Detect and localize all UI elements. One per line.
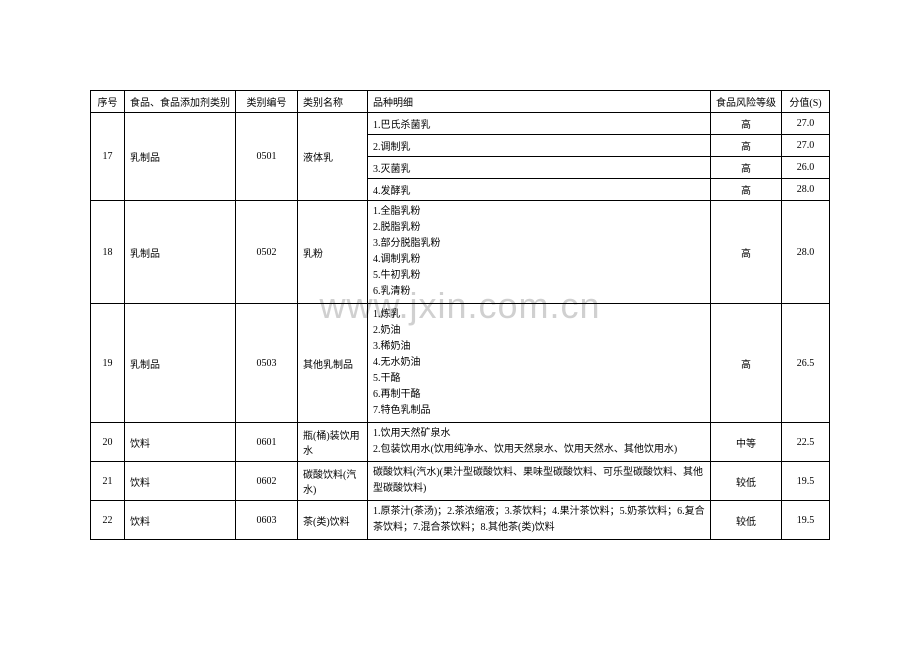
cell-detail: 2.调制乳 xyxy=(368,135,711,157)
cell-category: 乳制品 xyxy=(125,304,236,423)
cell-name: 液体乳 xyxy=(298,113,368,201)
cell-detail: 1.全脂乳粉2.脱脂乳粉3.部分脱脂乳粉4.调制乳粉5.牛初乳粉6.乳清粉 xyxy=(368,201,711,304)
cell-category: 饮料 xyxy=(125,501,236,540)
cell-code: 0501 xyxy=(236,113,298,201)
cell-risk: 高 xyxy=(711,157,782,179)
cell-detail: 1.巴氏杀菌乳 xyxy=(368,113,711,135)
cell-risk: 高 xyxy=(711,304,782,423)
cell-seq: 21 xyxy=(91,462,125,501)
cell-score: 28.0 xyxy=(782,179,830,201)
cell-detail: 4.发酵乳 xyxy=(368,179,711,201)
table-row: 17 乳制品 0501 液体乳 1.巴氏杀菌乳 高 27.0 xyxy=(91,113,830,135)
cell-code: 0601 xyxy=(236,423,298,462)
header-score: 分值(S) xyxy=(782,91,830,113)
header-category: 食品、食品添加剂类别 xyxy=(125,91,236,113)
cell-category: 饮料 xyxy=(125,423,236,462)
header-code: 类别编号 xyxy=(236,91,298,113)
cell-code: 0503 xyxy=(236,304,298,423)
cell-seq: 17 xyxy=(91,113,125,201)
cell-name: 乳粉 xyxy=(298,201,368,304)
header-row: 序号 食品、食品添加剂类别 类别编号 类别名称 品种明细 食品风险等级 分值(S… xyxy=(91,91,830,113)
cell-risk: 高 xyxy=(711,135,782,157)
cell-score: 26.0 xyxy=(782,157,830,179)
cell-category: 乳制品 xyxy=(125,201,236,304)
cell-code: 0502 xyxy=(236,201,298,304)
cell-detail: 1.饮用天然矿泉水2.包装饮用水(饮用纯净水、饮用天然泉水、饮用天然水、其他饮用… xyxy=(368,423,711,462)
table-row: 18 乳制品 0502 乳粉 1.全脂乳粉2.脱脂乳粉3.部分脱脂乳粉4.调制乳… xyxy=(91,201,830,304)
table-row: 21 饮料 0602 碳酸饮料(汽水) 碳酸饮料(汽水)(果汁型碳酸饮料、果味型… xyxy=(91,462,830,501)
cell-name: 碳酸饮料(汽水) xyxy=(298,462,368,501)
cell-name: 其他乳制品 xyxy=(298,304,368,423)
table-row: 22 饮料 0603 茶(类)饮料 1.原茶汁(茶汤)；2.茶浓缩液；3.茶饮料… xyxy=(91,501,830,540)
cell-risk: 高 xyxy=(711,179,782,201)
cell-detail: 1.炼乳2.奶油3.稀奶油4.无水奶油5.干酪6.再制干酪7.特色乳制品 xyxy=(368,304,711,423)
cell-risk: 高 xyxy=(711,201,782,304)
cell-detail: 碳酸饮料(汽水)(果汁型碳酸饮料、果味型碳酸饮料、可乐型碳酸饮料、其他型碳酸饮料… xyxy=(368,462,711,501)
header-detail: 品种明细 xyxy=(368,91,711,113)
cell-score: 19.5 xyxy=(782,501,830,540)
cell-name: 茶(类)饮料 xyxy=(298,501,368,540)
table-row: 20 饮料 0601 瓶(桶)装饮用水 1.饮用天然矿泉水2.包装饮用水(饮用纯… xyxy=(91,423,830,462)
cell-score: 19.5 xyxy=(782,462,830,501)
food-risk-table: 序号 食品、食品添加剂类别 类别编号 类别名称 品种明细 食品风险等级 分值(S… xyxy=(90,90,830,540)
cell-code: 0603 xyxy=(236,501,298,540)
cell-seq: 22 xyxy=(91,501,125,540)
cell-category: 饮料 xyxy=(125,462,236,501)
cell-code: 0602 xyxy=(236,462,298,501)
cell-score: 26.5 xyxy=(782,304,830,423)
cell-seq: 20 xyxy=(91,423,125,462)
cell-score: 22.5 xyxy=(782,423,830,462)
cell-detail: 1.原茶汁(茶汤)；2.茶浓缩液；3.茶饮料；4.果汁茶饮料；5.奶茶饮料；6.… xyxy=(368,501,711,540)
cell-score: 28.0 xyxy=(782,201,830,304)
cell-detail: 3.灭菌乳 xyxy=(368,157,711,179)
header-seq: 序号 xyxy=(91,91,125,113)
cell-risk: 较低 xyxy=(711,501,782,540)
cell-category: 乳制品 xyxy=(125,113,236,201)
cell-seq: 19 xyxy=(91,304,125,423)
header-name: 类别名称 xyxy=(298,91,368,113)
header-risk: 食品风险等级 xyxy=(711,91,782,113)
cell-score: 27.0 xyxy=(782,135,830,157)
cell-seq: 18 xyxy=(91,201,125,304)
cell-risk: 中等 xyxy=(711,423,782,462)
cell-risk: 高 xyxy=(711,113,782,135)
cell-risk: 较低 xyxy=(711,462,782,501)
cell-name: 瓶(桶)装饮用水 xyxy=(298,423,368,462)
cell-score: 27.0 xyxy=(782,113,830,135)
table-row: 19 乳制品 0503 其他乳制品 1.炼乳2.奶油3.稀奶油4.无水奶油5.干… xyxy=(91,304,830,423)
